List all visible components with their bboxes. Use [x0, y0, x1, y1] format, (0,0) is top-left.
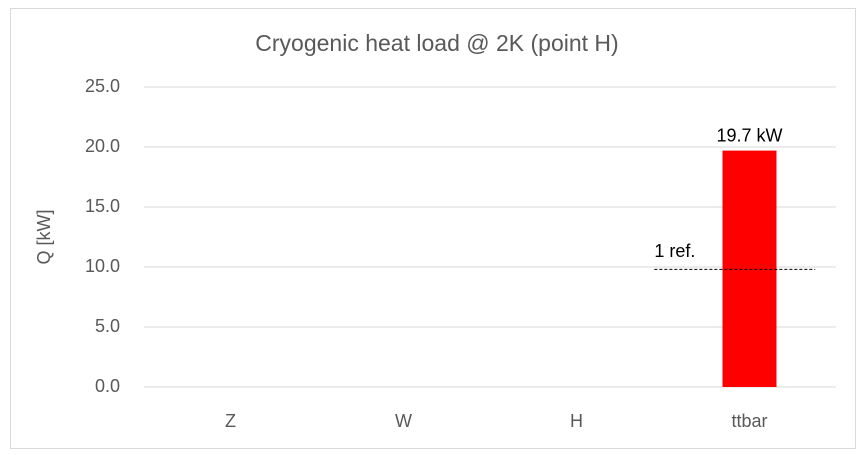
y-tick-label: 5.0	[95, 316, 120, 336]
x-tick-label: ttbar	[731, 411, 767, 431]
y-tick-label: 15.0	[85, 196, 120, 216]
y-tick-label: 10.0	[85, 256, 120, 276]
bar	[722, 150, 777, 387]
x-tick-label: H	[570, 411, 583, 431]
y-tick-label: 20.0	[85, 136, 120, 156]
y-tick-label: 0.0	[95, 376, 120, 396]
value-label: 19.7 kW	[716, 125, 782, 145]
y-axis-label: Q [kW]	[34, 210, 54, 265]
y-tick-label: 25.0	[85, 76, 120, 96]
chart-border	[10, 8, 856, 449]
reference-label: 1 ref.	[654, 241, 695, 261]
x-tick-label: W	[395, 411, 412, 431]
x-tick-label: Z	[225, 411, 236, 431]
chart-title: Cryogenic heat load @ 2K (point H)	[255, 30, 618, 56]
